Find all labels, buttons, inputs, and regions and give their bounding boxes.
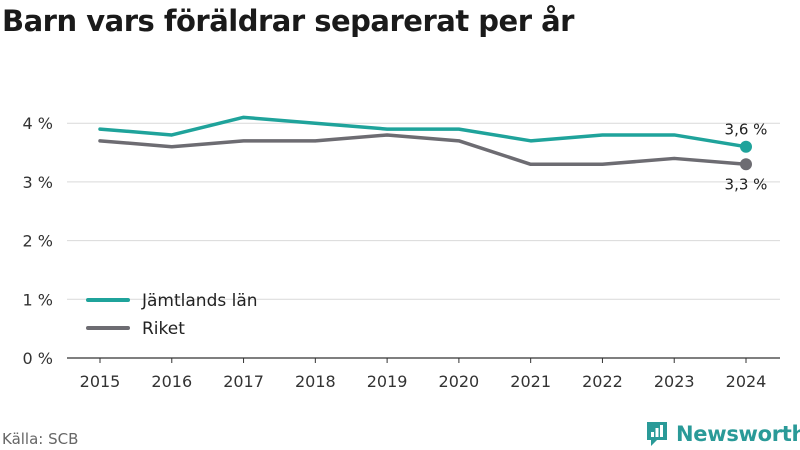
x-axis-ticks: 2015 2016 2017 2018 2019 2020 2021 2022 2023 2024	[80, 358, 767, 391]
gridlines	[67, 122, 780, 359]
legend-label: Riket	[142, 319, 185, 339]
x-tick-label: 2023	[654, 372, 695, 391]
x-tick-label: 2017	[223, 372, 264, 391]
series-line-riket	[98, 133, 748, 167]
source-note: Källa: SCB	[2, 430, 79, 448]
brand-logo: Newsworthy	[645, 420, 800, 448]
x-tick-label: 2019	[367, 372, 408, 391]
x-tick-label: 2022	[582, 372, 623, 391]
legend-label: Jämtlands län	[141, 291, 258, 311]
y-tick-label: 3 %	[23, 173, 53, 192]
x-tick-label: 2020	[439, 372, 480, 391]
y-tick-label: 4 %	[23, 114, 53, 133]
legend: Jämtlands län Riket	[86, 291, 258, 339]
series-lines: 3,3 % 3,6 %	[98, 115, 768, 193]
y-tick-label: 2 %	[23, 232, 53, 251]
x-tick-label: 2021	[510, 372, 551, 391]
x-tick-label: 2018	[295, 372, 336, 391]
chart-title: Barn vars föräldrar separerat per år	[2, 4, 574, 38]
x-tick-label: 2016	[151, 372, 192, 391]
newsworthy-logo-icon	[647, 422, 667, 446]
end-point-marker	[740, 158, 752, 171]
end-point-marker	[740, 140, 752, 153]
x-tick-label: 2024	[726, 372, 767, 391]
end-value-label: 3,6 %	[725, 121, 768, 139]
y-tick-label: 0 %	[23, 349, 53, 368]
x-tick-label: 2015	[80, 372, 121, 391]
y-axis-ticks: 0 % 1 % 2 % 3 % 4 %	[23, 114, 53, 368]
y-tick-label: 1 %	[23, 290, 53, 309]
series-line-jamtland	[98, 115, 748, 149]
brand-name: Newsworthy	[676, 422, 800, 446]
end-value-label: 3,3 %	[725, 175, 768, 193]
